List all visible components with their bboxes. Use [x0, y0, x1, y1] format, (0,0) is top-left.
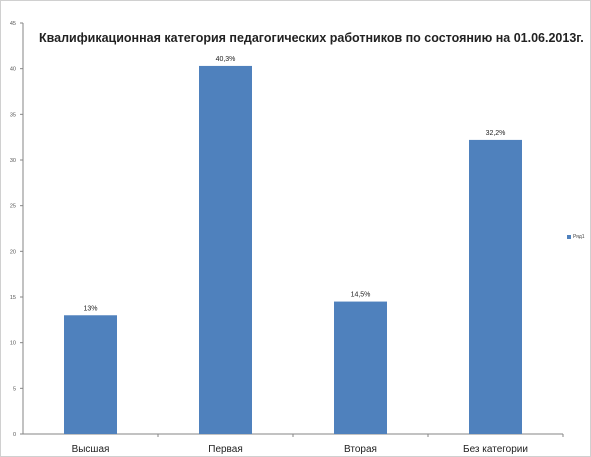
- category-label: Первая: [208, 444, 243, 455]
- y-tick-label: 45: [10, 21, 16, 27]
- legend-swatch: [567, 235, 571, 239]
- data-label: 40,3%: [216, 56, 236, 63]
- y-tick-label: 25: [10, 204, 16, 210]
- data-label: 14,5%: [351, 292, 371, 299]
- y-tick-label: 20: [10, 249, 16, 255]
- legend: Ряд1: [567, 234, 585, 240]
- y-tick-label: 40: [10, 67, 16, 73]
- bar: [199, 65, 252, 434]
- data-label: 32,2%: [486, 130, 506, 137]
- y-tick-label: 10: [10, 341, 16, 347]
- y-tick-label: 35: [10, 112, 16, 118]
- bar: [469, 139, 522, 434]
- data-label: 13%: [83, 305, 97, 312]
- y-tick-label: 30: [10, 158, 16, 164]
- y-tick-label: 5: [13, 386, 16, 392]
- category-label: Без категории: [463, 444, 528, 455]
- legend-label: Ряд1: [573, 234, 585, 240]
- y-tick-label: 15: [10, 295, 16, 301]
- category-label: Вторая: [344, 444, 377, 455]
- bar: [64, 315, 117, 434]
- chart-title: Квалификационная категория педагогически…: [39, 31, 584, 45]
- category-label: Высшая: [72, 444, 110, 455]
- bar: [334, 301, 387, 434]
- y-tick-label: 0: [13, 432, 16, 438]
